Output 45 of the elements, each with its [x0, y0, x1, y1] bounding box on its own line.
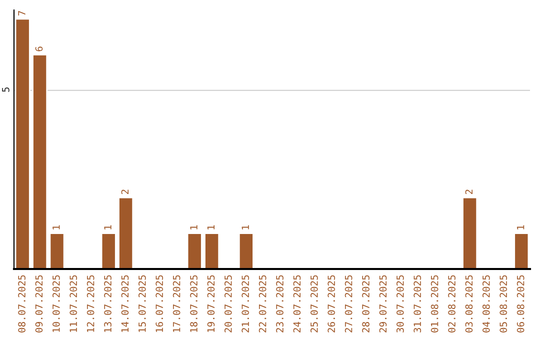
y-tick-label: 5: [2, 87, 10, 92]
data-label: 2: [121, 190, 129, 194]
x-tick-label: 30.07.2025: [396, 275, 404, 332]
x-tick-label: 21.07.2025: [242, 275, 250, 332]
x-tick-label: 14.07.2025: [121, 275, 129, 332]
x-tick-label: 05.08.2025: [500, 275, 508, 332]
data-label: 7: [18, 11, 26, 16]
x-tick-label: 20.07.2025: [224, 275, 232, 332]
data-label: 1: [517, 225, 524, 230]
x-tick-label: 24.07.2025: [293, 275, 301, 332]
x-tick-label: 03.08.2025: [465, 275, 473, 332]
data-label: 1: [190, 225, 198, 230]
bar: [49, 232, 65, 269]
bar: [238, 232, 254, 269]
x-tick-label: 12.07.2025: [86, 275, 94, 332]
x-tick-label: 31.07.2025: [414, 275, 422, 332]
x-tick-label: 25.07.2025: [310, 275, 318, 332]
x-tick-label: 18.07.2025: [190, 275, 198, 332]
x-tick-label: 11.07.2025: [70, 275, 78, 332]
x-tick-label: 04.08.2025: [482, 275, 490, 332]
x-tick-label: 23.07.2025: [276, 275, 284, 332]
x-tick-label: 02.08.2025: [448, 275, 456, 332]
x-tick-label: 10.07.2025: [52, 275, 60, 332]
x-tick-label: 06.08.2025: [516, 275, 524, 332]
x-tick-label: 26.07.2025: [328, 275, 336, 332]
x-tick-label: 08.07.2025: [18, 275, 26, 332]
bar: [514, 232, 530, 269]
data-label: 2: [465, 190, 473, 194]
data-label: 1: [52, 225, 60, 230]
x-tick-label: 28.07.2025: [362, 275, 370, 332]
x-tick-label: 13.07.2025: [104, 275, 112, 332]
x-tick-label: 01.08.2025: [430, 275, 438, 332]
x-tick-label: 29.07.2025: [379, 275, 387, 332]
x-tick-label: 09.07.2025: [35, 275, 43, 332]
x-tick-label: 27.07.2025: [344, 275, 352, 332]
data-label: 6: [35, 46, 43, 52]
x-tick-label: 22.07.2025: [258, 275, 266, 332]
data-label: 1: [104, 225, 112, 230]
bar: [462, 196, 478, 269]
data-label: 1: [207, 225, 215, 230]
x-tick-label: 15.07.2025: [138, 275, 146, 332]
x-tick-label: 17.07.2025: [172, 275, 180, 332]
x-tick-label: 19.07.2025: [207, 275, 215, 332]
x-tick-label: 16.07.2025: [156, 275, 164, 332]
data-label: 1: [242, 225, 249, 230]
